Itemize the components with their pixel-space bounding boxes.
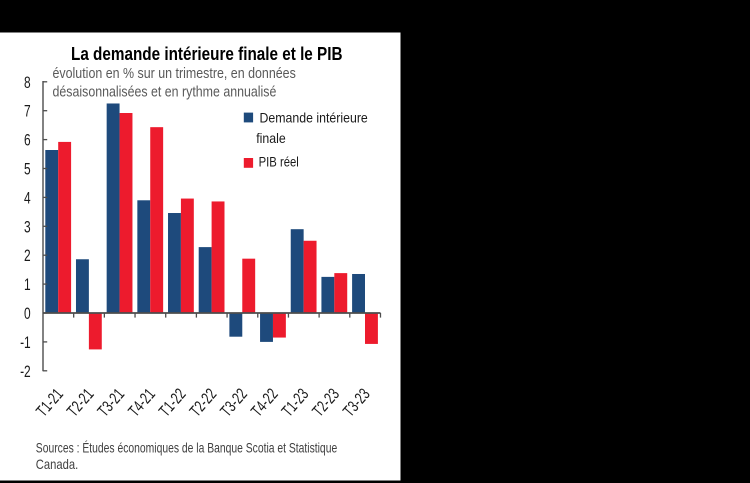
svg-text:La demande intérieure finale e: La demande intérieure finale et le PIB: [71, 44, 343, 64]
svg-text:1: 1: [24, 276, 31, 294]
svg-text:désaisonnalisées et en rythme: désaisonnalisées et en rythme annualisé: [53, 84, 277, 101]
svg-text:4: 4: [24, 190, 31, 208]
svg-text:7: 7: [24, 103, 31, 121]
svg-text:Canada.: Canada.: [36, 456, 78, 472]
svg-text:évolution en % sur un trimestr: évolution en % sur un trimestre, en donn…: [53, 65, 296, 82]
svg-text:8: 8: [24, 74, 31, 92]
svg-text:3: 3: [24, 219, 31, 237]
svg-text:0: 0: [24, 305, 31, 323]
svg-text:-1: -1: [20, 334, 31, 352]
svg-text:Demande intérieure: Demande intérieure: [260, 110, 368, 126]
svg-text:PIB réel: PIB réel: [259, 154, 299, 170]
svg-text:finale: finale: [256, 130, 286, 146]
svg-text:-2: -2: [20, 363, 31, 381]
svg-text:2: 2: [24, 247, 31, 265]
svg-text:5: 5: [24, 161, 31, 179]
svg-text:Sources : Études économiques d: Sources : Études économiques de la Banqu…: [36, 439, 338, 455]
svg-text:6: 6: [24, 132, 31, 150]
